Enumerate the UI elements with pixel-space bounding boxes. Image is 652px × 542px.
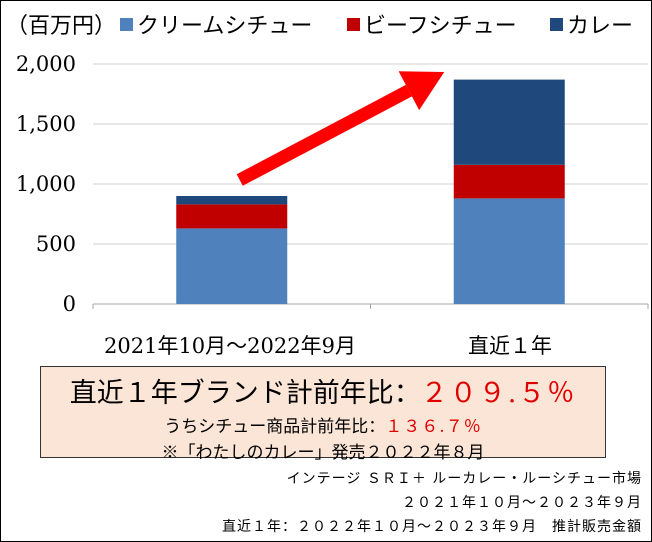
headline-value: ２０９.５％ xyxy=(420,378,577,409)
launch-note: ※「わたしのカレー」発売２０２２年８月 xyxy=(161,443,485,463)
legend-swatch xyxy=(347,17,360,31)
bar-segment xyxy=(176,196,288,205)
legend-label: カレー xyxy=(567,14,634,39)
legend-label: ビーフシチュー xyxy=(364,14,517,39)
headline-label: 直近１年ブランド計前年比： xyxy=(69,378,421,409)
legend-item-curry: カレー xyxy=(550,8,633,40)
bar-segment xyxy=(453,164,565,199)
stew-label: うちシチュー商品計前年比： xyxy=(164,417,386,437)
legend-swatch xyxy=(550,17,563,31)
y-tick-label: 2,000 xyxy=(15,52,76,76)
y-tick-label: 0 xyxy=(62,292,76,316)
x-category-label: 直近１年 xyxy=(468,334,552,358)
legend-swatch xyxy=(120,17,133,31)
trend-arrow-head xyxy=(398,71,445,111)
source-line-2: ２０２１年１０月～２０２３年９月 xyxy=(402,495,642,511)
bar-segment xyxy=(453,79,565,165)
trend-arrow-shaft xyxy=(236,84,412,186)
y-tick-label: 1,500 xyxy=(15,112,76,136)
y-tick-label: 500 xyxy=(35,232,76,256)
source-line-3: 直近１年：２０２２年１０月～２０２３年９月 推計販売金額 xyxy=(222,519,642,535)
y-unit-label: （百万円） xyxy=(6,14,117,39)
summary-box: 直近１年ブランド計前年比：２０９.５％ うちシチュー商品計前年比：１３６.７％ … xyxy=(40,366,606,463)
headline-line: 直近１年ブランド計前年比：２０９.５％ xyxy=(41,371,605,410)
stew-line: うちシチュー商品計前年比：１３６.７％ xyxy=(41,412,605,437)
bar-segment xyxy=(453,198,565,304)
legend-item-cream-stew: クリームシチュー xyxy=(120,8,312,40)
y-tick-label: 1,000 xyxy=(15,172,76,196)
bar-segment xyxy=(176,204,288,229)
stacked-bar-chart xyxy=(92,63,649,309)
stew-value: １３６.７％ xyxy=(385,417,482,437)
x-category-label: 2021年10月～2022年9月 xyxy=(104,334,356,358)
source-line-1: インテージ ＳＲＩ＋ ルーカレー・ルーシチュー市場 xyxy=(286,471,642,487)
legend-label: クリームシチュー xyxy=(137,14,313,39)
bar-segment xyxy=(176,228,288,304)
legend-item-beef-stew: ビーフシチュー xyxy=(347,8,517,40)
